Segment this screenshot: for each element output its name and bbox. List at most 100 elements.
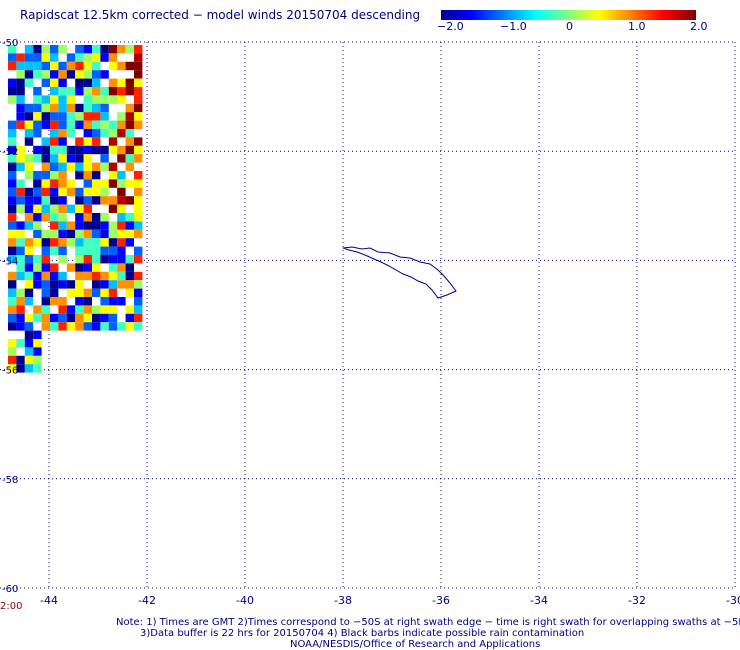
swath-cell (117, 129, 126, 138)
swath-cell (8, 246, 17, 255)
swath-cell (41, 103, 50, 113)
swath-cell (8, 271, 17, 281)
swath-cell (117, 61, 126, 71)
swath-cell (41, 204, 50, 213)
swath-cell (33, 263, 42, 272)
swath-cell (83, 288, 92, 297)
swath-cell (16, 322, 25, 331)
swath-cell (83, 112, 92, 121)
swath-cell (8, 137, 17, 146)
swath-cell (125, 154, 134, 163)
colorbar-tick-label: −2.0 (437, 20, 464, 33)
swath-cell (83, 120, 92, 129)
swath-cell (41, 78, 50, 87)
swath-cell (134, 322, 143, 331)
swath-cell (134, 246, 143, 255)
swath-cell (24, 355, 34, 365)
swath-cell (100, 280, 109, 289)
swath-cell (33, 87, 42, 96)
swath-cell (50, 288, 59, 297)
swath-cell (33, 271, 42, 281)
swath-cell (83, 246, 92, 255)
swath-cell (100, 112, 109, 121)
swath-cell (24, 53, 34, 62)
swath-cell (24, 112, 34, 121)
swath-cell (108, 204, 118, 213)
swath-cell (92, 53, 101, 62)
swath-cell (33, 70, 42, 79)
swath-cell (83, 255, 92, 264)
swath-cell (134, 305, 143, 314)
swath-cell (66, 187, 76, 197)
swath-cell (92, 288, 101, 297)
note-line-2: 3)Data buffer is 22 hrs for 20150704 4) … (140, 628, 585, 639)
swath-cell (117, 78, 126, 87)
swath-cell (108, 221, 118, 230)
swath-cell (108, 61, 118, 71)
colorbar-tick-label: 1.0 (628, 20, 646, 33)
swath-cell (134, 313, 143, 323)
swath-cell (83, 322, 92, 331)
swath-cell (100, 313, 109, 323)
swath-cell (134, 137, 143, 146)
swath-cell (8, 171, 17, 180)
swath-cell (24, 221, 34, 230)
swath-cell (8, 154, 17, 163)
swath-cell (117, 120, 126, 129)
swath-cell (33, 347, 42, 356)
swath-cell (125, 129, 134, 138)
swath-cell (8, 53, 17, 62)
swath-cell (100, 70, 109, 79)
swath-cell (92, 280, 101, 289)
swath-cell (16, 95, 25, 104)
swath-cell (8, 355, 17, 365)
swath-cell (92, 263, 101, 272)
swath-cell (58, 221, 67, 230)
swath-cell (108, 145, 118, 155)
swath-cell (41, 70, 50, 79)
swath-cell (58, 145, 67, 155)
swath-cell (58, 187, 67, 197)
swath-cell (66, 238, 76, 247)
swath-cell (125, 313, 134, 323)
swath-cell (92, 213, 101, 222)
swath-cell (117, 322, 126, 331)
swath-cell (108, 263, 118, 272)
swath-cell (134, 53, 143, 62)
swath-cell (117, 229, 126, 239)
swath-cell (75, 213, 84, 222)
swath-cell (58, 255, 67, 264)
coastline-south-georgia (342, 246, 457, 299)
swath-cell (100, 297, 109, 306)
swath-cell (108, 45, 118, 54)
lon-tick-label: -38 (334, 594, 352, 607)
swath-cell (100, 53, 109, 62)
swath-cell (75, 280, 84, 289)
swath-cell (58, 70, 67, 79)
swath-cell (8, 187, 17, 197)
colorbar-tick-label: −1.0 (500, 20, 527, 33)
swath-cell (117, 280, 126, 289)
swath-cell (100, 271, 109, 281)
swath-cell (92, 120, 101, 129)
swath-cell (100, 187, 109, 197)
swath-cell (16, 297, 25, 306)
swath-cell (50, 70, 59, 79)
swath-cell (58, 95, 67, 104)
swath-cell (24, 364, 34, 373)
swath-cell (50, 313, 59, 323)
lat-tick-label: -56 (2, 366, 18, 377)
swath-cell (75, 120, 84, 129)
swath-cell (50, 61, 59, 71)
swath-cell (92, 70, 101, 79)
swath-cell (100, 103, 109, 113)
swath-cell (117, 221, 126, 230)
swath-cell (58, 154, 67, 163)
swath-cell (92, 221, 101, 230)
swath-cell (92, 95, 101, 104)
swath-cell (100, 213, 109, 222)
swath-cell (24, 313, 34, 323)
swath-cell (41, 61, 50, 71)
lat-tick-label: -58 (2, 475, 18, 486)
swath-cell (8, 87, 17, 96)
